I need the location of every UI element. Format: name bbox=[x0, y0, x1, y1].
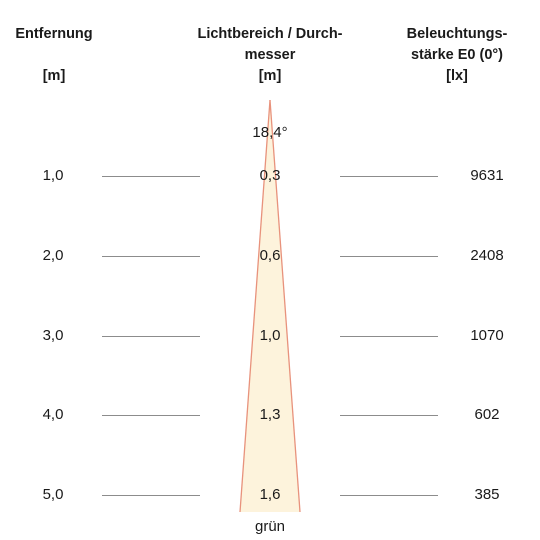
distance-value: 3,0 bbox=[42, 327, 64, 344]
illuminance-value: 385 bbox=[474, 486, 500, 503]
diameter-value: 0,6 bbox=[259, 247, 281, 264]
row-rule-left bbox=[102, 336, 200, 337]
illuminance-value: 2408 bbox=[470, 247, 504, 264]
light-color-label: grün bbox=[254, 518, 286, 535]
diameter-header-title-line1: Lichtbereich / Durch- bbox=[197, 26, 343, 42]
diameter-value: 1,6 bbox=[259, 486, 281, 503]
diameter-header-title-line2: messer bbox=[244, 47, 296, 63]
illuminance-header-title-line1: Beleuchtungs- bbox=[406, 26, 508, 42]
illuminance-header-title-line2: stärke E0 (0°) bbox=[410, 47, 504, 63]
distance-header: Entfernung [m] bbox=[8, 24, 100, 87]
distance-value: 2,0 bbox=[42, 247, 64, 264]
distance-header-unit: [m] bbox=[42, 68, 66, 84]
row-rule-left bbox=[102, 415, 200, 416]
distance-value: 5,0 bbox=[42, 486, 64, 503]
distance-value: 1,0 bbox=[42, 167, 64, 184]
diameter-value: 1,0 bbox=[259, 327, 281, 344]
row-rule-left bbox=[102, 256, 200, 257]
row-rule-right bbox=[340, 495, 438, 496]
beam-edge-left bbox=[239, 99, 271, 513]
diameter-header-unit: [m] bbox=[258, 68, 282, 84]
row-rule-right bbox=[340, 336, 438, 337]
beam-cone-fill bbox=[240, 100, 300, 512]
illuminance-value: 602 bbox=[474, 406, 500, 423]
diameter-value: 0,3 bbox=[259, 167, 281, 184]
illuminance-value: 9631 bbox=[470, 167, 504, 184]
diameter-value: 1,3 bbox=[259, 406, 281, 423]
row-rule-right bbox=[340, 415, 438, 416]
row-rule-right bbox=[340, 176, 438, 177]
diameter-header: Lichtbereich / Durch- messer [m] bbox=[180, 24, 360, 87]
row-rule-right bbox=[340, 256, 438, 257]
row-rule-left bbox=[102, 495, 200, 496]
distance-header-title: Entfernung bbox=[15, 26, 93, 42]
illuminance-value: 1070 bbox=[470, 327, 504, 344]
illuminance-header: Beleuchtungs- stärke E0 (0°) [lx] bbox=[392, 24, 522, 87]
beam-edge-right bbox=[269, 99, 301, 513]
row-rule-left bbox=[102, 176, 200, 177]
distance-value: 4,0 bbox=[42, 406, 64, 423]
illuminance-header-unit: [lx] bbox=[446, 68, 468, 84]
beam-angle-label: 18,4° bbox=[252, 124, 288, 141]
